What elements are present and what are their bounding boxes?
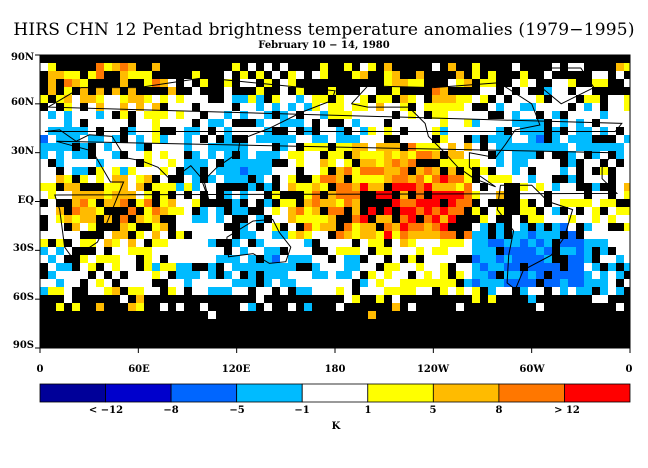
colorbar-swatch-7	[498, 383, 565, 403]
axis-ticks	[35, 54, 631, 353]
colorbar-swatch-0	[39, 383, 106, 403]
colorbar-label-neg5: −5	[229, 405, 245, 416]
coastline-3	[351, 82, 541, 188]
colorbar-swatch-4	[301, 383, 369, 403]
map-title: HIRS CHN 12 Pentad brightness temperatur…	[13, 20, 635, 40]
lat-label-60s: 60S	[12, 292, 34, 303]
coastline-0	[54, 140, 619, 260]
colorbar-label-5: 5	[429, 405, 437, 416]
lat-label-90s: 90S	[12, 340, 34, 351]
lon-label-0-end: 0	[625, 364, 633, 375]
coastline-4	[496, 184, 574, 291]
colorbar	[39, 383, 631, 403]
lat-label-eq: EQ	[17, 195, 34, 206]
lon-label-120e: 120E	[221, 364, 251, 375]
colorbar-label-neg8: −8	[163, 405, 179, 416]
colorbar-swatch-3	[236, 383, 303, 403]
lon-label-120w: 120W	[416, 364, 450, 375]
lat-label-60n: 60N	[10, 97, 34, 108]
coastline-2	[226, 218, 292, 264]
lat-label-90n: 90N	[10, 52, 34, 63]
colorbar-swatch-2	[170, 383, 238, 403]
colorbar-label-neg1: −1	[294, 405, 310, 416]
colorbar-swatch-5	[367, 383, 434, 403]
lon-label-180: 180	[324, 364, 346, 375]
colorbar-label-8: 8	[495, 405, 503, 416]
lon-label-0: 0	[36, 364, 44, 375]
lat-label-30s: 30S	[12, 243, 34, 254]
lon-label-60w: 60W	[519, 364, 545, 375]
colorbar-swatch-8	[564, 383, 631, 403]
colorbar-unit-label: K	[331, 421, 341, 432]
lat-label-30n: 30N	[10, 146, 34, 157]
colorbar-swatch-6	[432, 383, 500, 403]
coastline-1	[44, 77, 623, 201]
colorbar-label-1: 1	[364, 405, 372, 416]
colorbar-label-gt-12: > 12	[554, 405, 580, 416]
coastline-5	[531, 67, 595, 105]
map-subtitle: February 10 − 14, 1980	[258, 40, 390, 51]
anomaly-field	[40, 55, 630, 348]
coastlines	[44, 67, 623, 291]
colorbar-label-lt-12: < −12	[88, 405, 124, 416]
lon-label-60e: 60E	[128, 364, 150, 375]
colorbar-swatch-1	[105, 383, 172, 403]
